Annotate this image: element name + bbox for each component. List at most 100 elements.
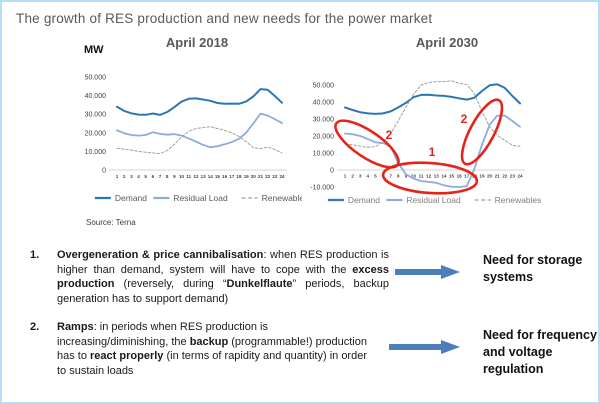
series-line-demand	[344, 83, 521, 115]
svg-text:9: 9	[173, 174, 176, 179]
y-axis-ticks: 50.000 40.000 30.000 20.000 10.000 0 -10.000	[310, 83, 334, 192]
svg-text:40.000: 40.000	[313, 100, 335, 107]
svg-text:16: 16	[457, 174, 463, 179]
svg-text:50.000: 50.000	[313, 83, 335, 90]
svg-text:5: 5	[374, 174, 377, 179]
svg-text:Renewables: Renewables	[495, 195, 542, 205]
note-number: 2.	[30, 321, 40, 333]
svg-text:20: 20	[487, 174, 493, 179]
svg-text:Residual Load: Residual Load	[406, 195, 461, 205]
svg-text:20.000: 20.000	[85, 130, 107, 137]
svg-text:21: 21	[258, 174, 264, 179]
series-line-renewables	[116, 126, 283, 155]
annotation-ellipse	[381, 161, 479, 195]
svg-text:19: 19	[479, 174, 485, 179]
note-text: Ramps: in periods when RES production is…	[57, 321, 367, 377]
svg-text:3: 3	[359, 174, 362, 179]
svg-text:10: 10	[179, 174, 185, 179]
svg-text:3: 3	[130, 174, 133, 179]
x-axis-ticks: 1 2 3 4 5 6 7 8 9 10 11 12 13 14 15 16 17 18 19 20 21 22 23 24	[116, 174, 285, 179]
note-text: Overgeneration & price cannibalisation: …	[57, 249, 389, 305]
svg-text:5: 5	[144, 174, 147, 179]
svg-text:1: 1	[344, 174, 347, 179]
svg-text:19: 19	[244, 174, 250, 179]
svg-text:12: 12	[193, 174, 199, 179]
annotation-number: 1	[429, 145, 436, 159]
svg-text:17: 17	[229, 174, 235, 179]
svg-text:Demand: Demand	[115, 193, 147, 203]
svg-text:13: 13	[201, 174, 207, 179]
svg-text:0: 0	[330, 168, 334, 175]
series-line-residual-load	[116, 112, 283, 149]
svg-text:4: 4	[367, 174, 370, 179]
chart-title-april-2030: April 2030	[415, 35, 479, 50]
svg-text:22: 22	[502, 174, 508, 179]
svg-text:21: 21	[495, 174, 501, 179]
svg-text:20.000: 20.000	[313, 134, 335, 141]
svg-text:Renewables: Renewables	[262, 193, 302, 203]
svg-text:-10.000: -10.000	[310, 185, 334, 192]
svg-text:30.000: 30.000	[313, 117, 335, 124]
svg-text:10.000: 10.000	[313, 151, 335, 158]
svg-text:14: 14	[208, 174, 214, 179]
svg-text:10: 10	[411, 174, 417, 179]
svg-text:24: 24	[279, 174, 285, 179]
chart-legend: Demand Residual Load Renewables	[94, 193, 302, 203]
x-axis-ticks: 1 2 3 4 5 6 7 8 9 10 11 12 13 14 15 16 17 18 19 20 21 22 23 24	[344, 174, 523, 179]
svg-text:0: 0	[102, 168, 106, 175]
y-axis-ticks: 50.000 40.000 30.000 20.000 10.000 0	[85, 75, 107, 175]
svg-text:4: 4	[137, 174, 140, 179]
svg-text:8: 8	[397, 174, 400, 179]
page-title: The growth of RES production and new nee…	[16, 11, 433, 26]
svg-text:16: 16	[222, 174, 228, 179]
series-line-demand	[116, 88, 283, 116]
svg-text:24: 24	[517, 174, 523, 179]
svg-text:15: 15	[449, 174, 455, 179]
svg-text:40.000: 40.000	[85, 93, 107, 100]
note-number: 1.	[30, 249, 40, 261]
svg-text:Residual Load: Residual Load	[173, 193, 228, 203]
svg-text:9: 9	[405, 174, 408, 179]
need-frequency-voltage-text: Need for frequency and voltage regulatio…	[483, 328, 597, 376]
svg-text:13: 13	[434, 174, 440, 179]
note-item: 1. Overgeneration & price cannibalisation…	[30, 248, 389, 306]
chart-legend: Demand Residual Load Renewables	[327, 195, 542, 205]
svg-text:1: 1	[116, 174, 119, 179]
svg-text:12: 12	[426, 174, 432, 179]
note-item: 2. Ramps: in periods when RES production …	[30, 320, 375, 378]
svg-text:11: 11	[186, 174, 191, 179]
right-arrow-icon	[389, 340, 460, 354]
svg-text:50.000: 50.000	[85, 75, 107, 82]
source-attribution: Source: Terna	[86, 218, 136, 227]
svg-text:30.000: 30.000	[85, 112, 107, 119]
svg-text:6: 6	[152, 174, 155, 179]
svg-text:18: 18	[236, 174, 242, 179]
annotation-number: 2	[386, 128, 393, 142]
svg-text:2: 2	[123, 174, 126, 179]
right-arrow-icon	[395, 265, 460, 279]
need-storage-text: Need for storage systems	[483, 253, 583, 284]
svg-text:17: 17	[464, 174, 470, 179]
series-line-residual-load	[344, 114, 521, 188]
svg-text:10.000: 10.000	[85, 149, 107, 156]
svg-text:8: 8	[166, 174, 169, 179]
svg-text:20: 20	[251, 174, 257, 179]
annotation-number: 2	[461, 112, 468, 126]
svg-text:22: 22	[265, 174, 271, 179]
series-line-renewables	[344, 80, 521, 148]
svg-text:15: 15	[215, 174, 221, 179]
svg-text:14: 14	[441, 174, 447, 179]
svg-text:2: 2	[351, 174, 354, 179]
svg-text:7: 7	[389, 174, 392, 179]
svg-text:23: 23	[510, 174, 516, 179]
svg-text:11: 11	[419, 174, 424, 179]
annotation-ellipse	[460, 98, 504, 166]
svg-text:Demand: Demand	[348, 195, 380, 205]
chart-title-april-2018: April 2018	[165, 35, 229, 50]
svg-text:23: 23	[272, 174, 278, 179]
annotation-ellipses: 212	[334, 98, 504, 195]
svg-text:7: 7	[159, 174, 162, 179]
